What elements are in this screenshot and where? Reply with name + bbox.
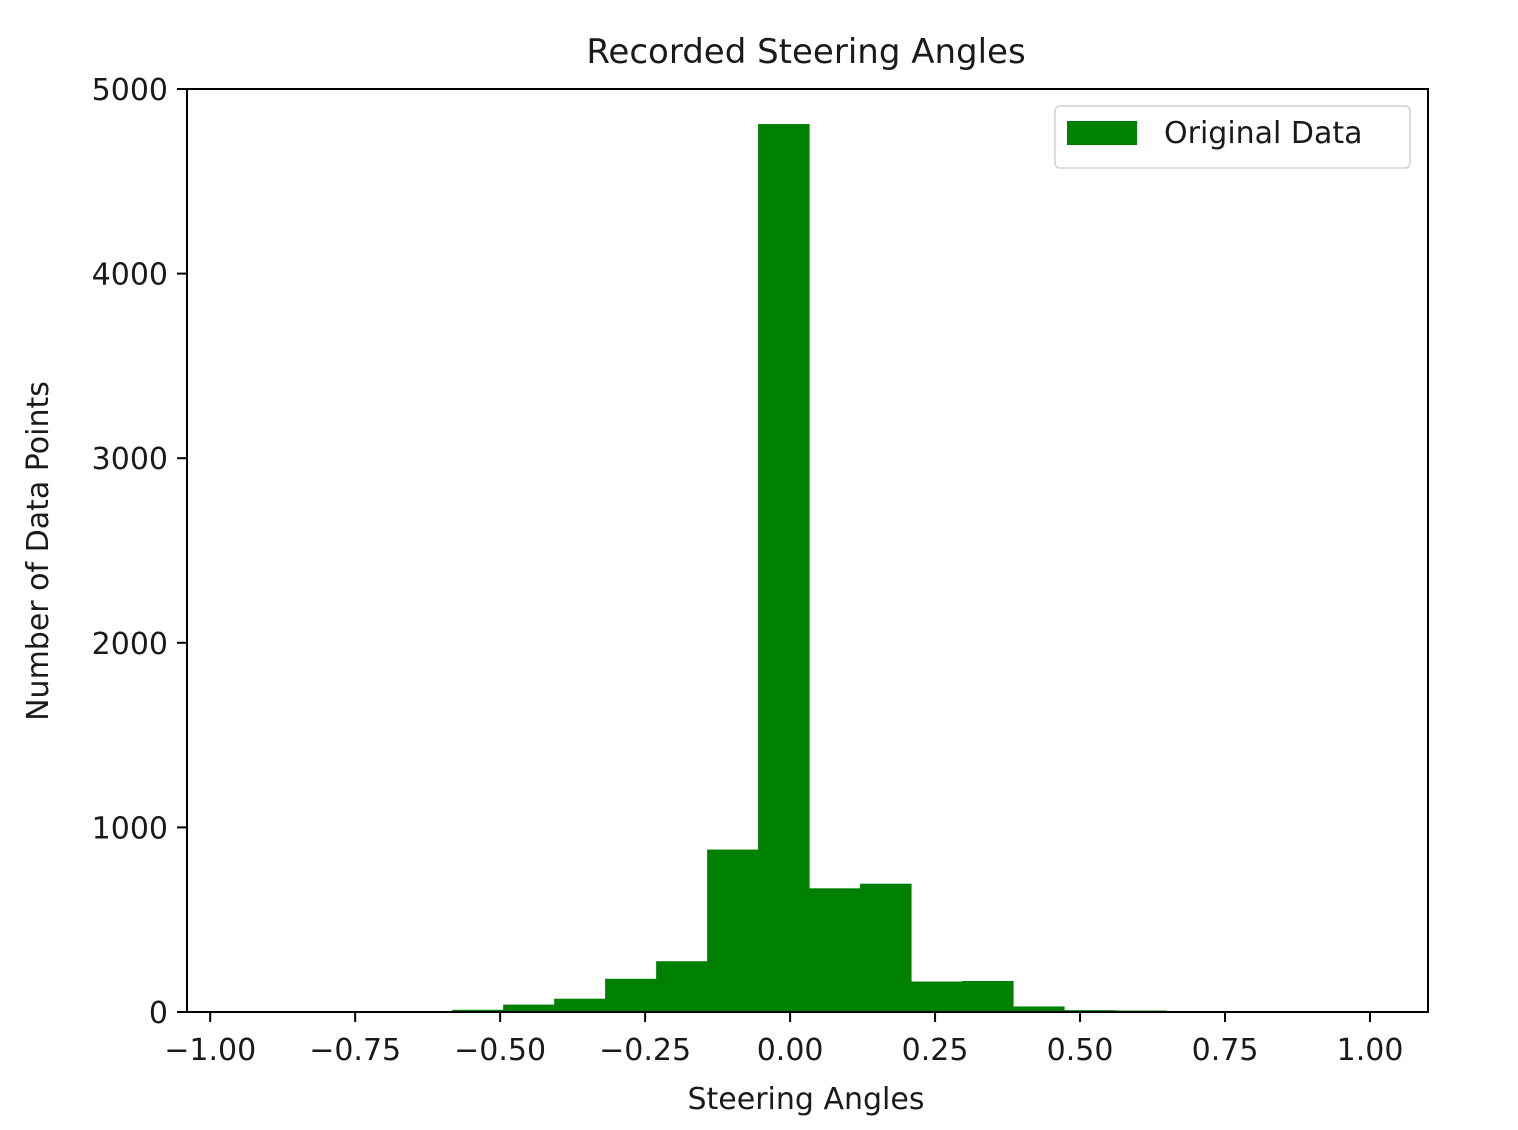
y-tick-label: 1000 xyxy=(92,811,168,846)
histogram-bar xyxy=(1013,1006,1065,1012)
histogram-bar xyxy=(758,124,810,1013)
legend-box xyxy=(1054,105,1411,169)
x-axis-label: Steering Angles xyxy=(688,1082,925,1117)
histogram-bar xyxy=(962,980,1014,1012)
x-tick-label: −0.50 xyxy=(454,1033,546,1068)
x-tick-label: 0.50 xyxy=(1047,1033,1114,1068)
histogram-bar xyxy=(554,998,606,1012)
x-tick-label: −0.25 xyxy=(599,1033,691,1068)
y-tick-label: 4000 xyxy=(92,258,168,293)
histogram-bar xyxy=(503,1004,555,1012)
x-tick-label: −0.75 xyxy=(309,1033,401,1068)
y-axis-label: Number of Data Points xyxy=(21,381,56,721)
bars-group xyxy=(452,124,1167,1013)
x-axis: −1.00 −0.75 −0.50 −0.25 0.00 0.25 0.50 0.75 1.00 xyxy=(164,1012,1403,1068)
x-tick-label: −1.00 xyxy=(164,1033,256,1068)
y-axis: 0 1000 2000 3000 4000 5000 xyxy=(92,73,187,1031)
plot-frame xyxy=(186,88,1429,1013)
x-tick-label: 0.75 xyxy=(1192,1033,1259,1068)
y-tick-label: 3000 xyxy=(92,442,168,477)
x-tick-label: 0.25 xyxy=(902,1033,969,1068)
y-tick-label: 5000 xyxy=(92,73,168,108)
legend: Original Data xyxy=(1054,105,1411,169)
legend-label: Original Data xyxy=(1164,116,1363,151)
histogram-bar xyxy=(911,981,963,1012)
chart-title: Recorded Steering Angles xyxy=(586,32,1025,72)
histogram-bar xyxy=(452,1009,504,1012)
x-tick-label: 1.00 xyxy=(1337,1033,1404,1068)
legend-swatch xyxy=(1067,121,1137,145)
histogram-bar xyxy=(860,883,912,1012)
x-tick-label: 0.00 xyxy=(757,1033,824,1068)
y-tick-label: 0 xyxy=(149,996,168,1031)
histogram-bar xyxy=(707,849,759,1012)
histogram-bar xyxy=(656,961,708,1012)
y-tick-label: 2000 xyxy=(92,627,168,662)
histogram-bar xyxy=(605,978,657,1012)
histogram-bar xyxy=(809,888,861,1012)
